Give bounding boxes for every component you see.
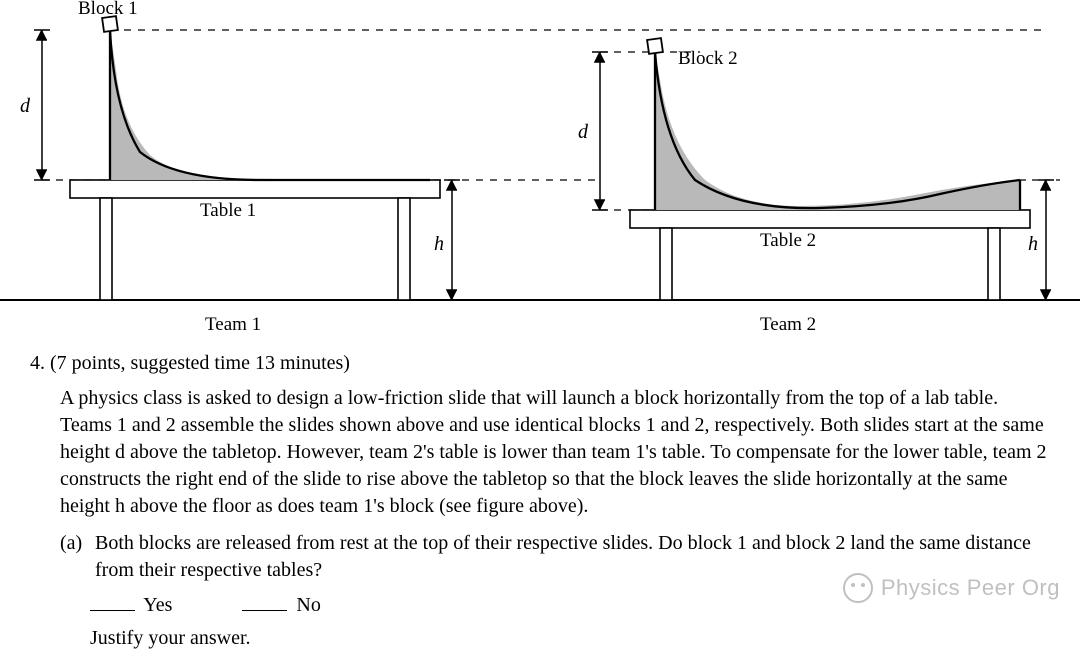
t1-h-dim: [444, 180, 460, 300]
label-table1: Table 1: [200, 200, 256, 221]
t1-d-dim: [34, 30, 50, 180]
label-d2: d: [578, 121, 589, 143]
label-table2: Table 2: [760, 230, 816, 251]
watermark: Physics Peer Org: [843, 573, 1060, 603]
watermark-icon: [843, 573, 873, 603]
t2-h-dim: [1038, 180, 1054, 300]
label-no: No: [296, 594, 320, 616]
label-h1: h: [434, 233, 444, 255]
label-team2: Team 2: [760, 314, 816, 335]
question-header: 4. (7 points, suggested time 13 minutes): [30, 350, 1050, 377]
label-d1: d: [20, 95, 31, 117]
question-meta: (7 points, suggested time 13 minutes): [50, 352, 350, 374]
label-yes: Yes: [143, 594, 172, 616]
label-block2: Block 2: [678, 48, 738, 69]
label-block1: Block 1: [78, 0, 138, 19]
ramp-1: [110, 30, 430, 180]
blank-no[interactable]: [242, 590, 287, 611]
blank-yes[interactable]: [90, 590, 135, 611]
justify-line: Justify your answer.: [90, 625, 1050, 652]
table-1: [70, 180, 440, 300]
question-text: 4. (7 points, suggested time 13 minutes)…: [30, 350, 1050, 652]
label-h2: h: [1028, 233, 1038, 255]
part-a-label: (a): [60, 530, 90, 557]
watermark-text: Physics Peer Org: [881, 575, 1060, 601]
ramp-2: [655, 52, 1020, 210]
block-2: [647, 38, 663, 54]
t2-d-dim: [592, 52, 608, 210]
table-2: [630, 210, 1030, 300]
label-team1: Team 1: [205, 314, 261, 335]
question-number: 4.: [30, 352, 45, 374]
page-root: Block 1 Block 2 Table 1 Table 2 Team 1 T…: [0, 0, 1080, 658]
physics-figure: Block 1 Block 2 Table 1 Table 2 Team 1 T…: [0, 0, 1080, 340]
question-body: A physics class is asked to design a low…: [60, 385, 1050, 520]
